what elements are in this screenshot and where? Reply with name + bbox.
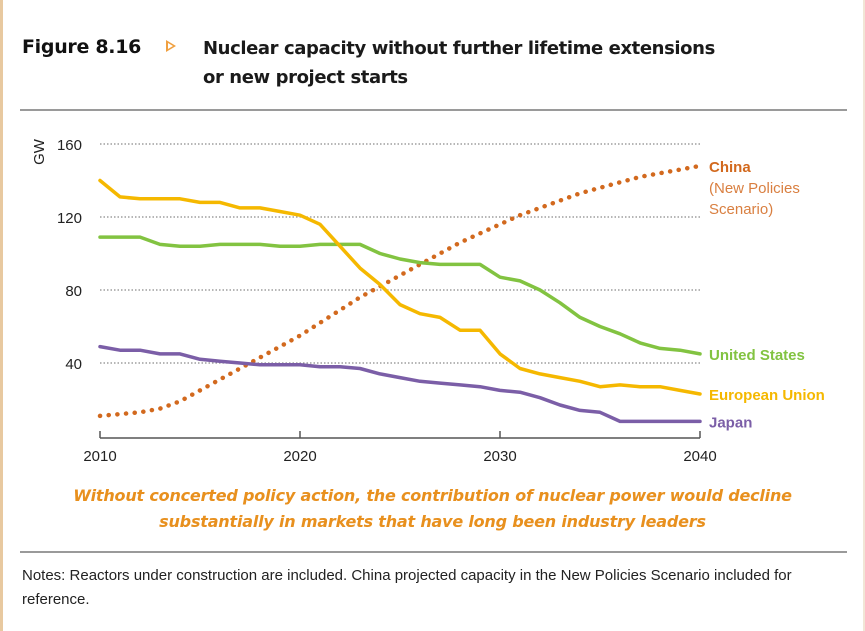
figure-caption: Without concerted policy action, the con… (20, 483, 845, 535)
line-chart: 40 80 120 160 GW 2010 2020 2030 2040 China (New Po… (31, 137, 825, 465)
notes-text: Notes: Reactors under construction are i… (22, 567, 792, 608)
series-line-japan (98, 344, 702, 424)
series-label-european-union: European Union (709, 387, 825, 404)
series-label-japan: Japan (709, 414, 752, 431)
series-line-european-union (98, 178, 702, 396)
x-tick-label-2010: 2010 (83, 448, 116, 465)
y-axis-label: GW (31, 138, 48, 165)
figure-title-line-2: or new project starts (203, 67, 408, 88)
series-label-china: China (709, 159, 751, 176)
figure-triangle-icon (166, 40, 176, 52)
x-tick-label-2040: 2040 (683, 448, 716, 465)
y-tick-label-80: 80 (65, 283, 82, 300)
top-divider (20, 109, 847, 111)
series-label-united-states: United States (709, 347, 805, 364)
series-line-united-states (98, 235, 702, 356)
x-tick-label-2020: 2020 (283, 448, 316, 465)
caption-line-2: substantially in markets that have long … (159, 512, 706, 531)
y-tick-label-160: 160 (57, 137, 82, 154)
bottom-divider (20, 551, 847, 553)
series-line-china (97, 163, 703, 419)
series-label-china-line-3: Scenario) (709, 201, 773, 218)
figure-title-line-1: Nuclear capacity without further lifetim… (203, 38, 715, 59)
figure-title: Nuclear capacity without further lifetim… (203, 34, 823, 92)
caption-line-1: Without concerted policy action, the con… (73, 486, 792, 505)
x-tick-label-2030: 2030 (483, 448, 516, 465)
y-tick-label-40: 40 (65, 356, 82, 373)
figure-number: Figure 8.16 (22, 36, 142, 58)
y-tick-label-120: 120 (57, 210, 82, 227)
series-label-china-line-2: (New Policies (709, 180, 800, 197)
